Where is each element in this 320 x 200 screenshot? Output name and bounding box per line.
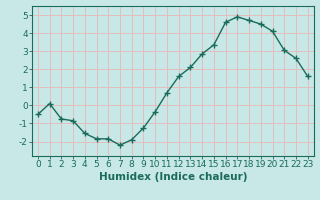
X-axis label: Humidex (Indice chaleur): Humidex (Indice chaleur)	[99, 172, 247, 182]
